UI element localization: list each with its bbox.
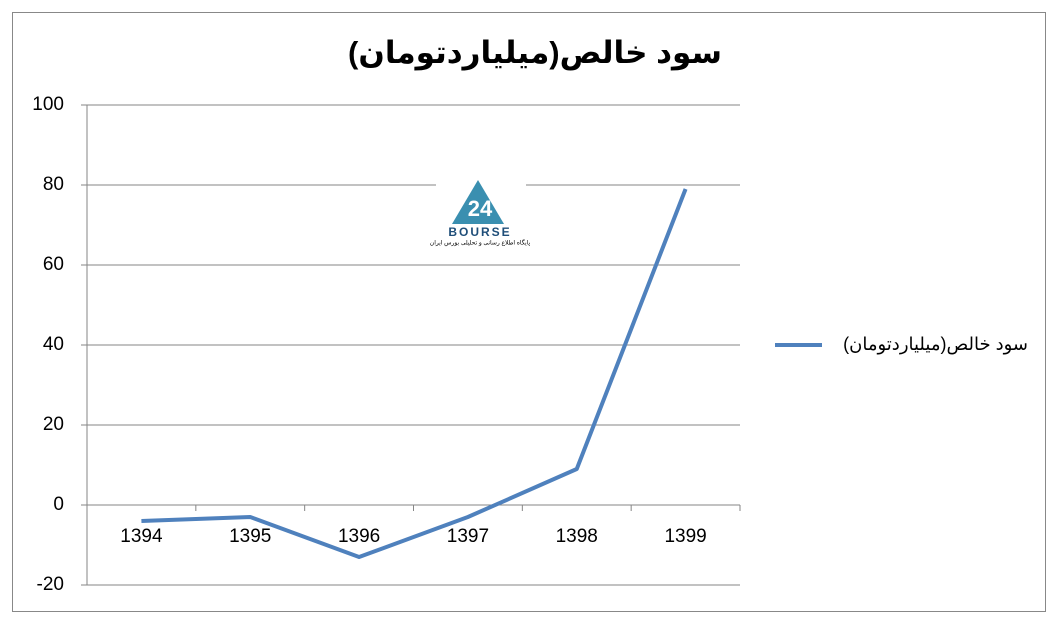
watermark-logo xyxy=(452,180,504,224)
y-tick-label: 40 xyxy=(43,334,64,355)
x-tick-label: 1396 xyxy=(338,526,380,547)
chart-title: سود خالص(میلیاردتومان) xyxy=(348,35,722,71)
x-tick-label: 1399 xyxy=(664,526,706,547)
y-tick-label: 80 xyxy=(43,174,64,195)
watermark: 24 BOURSE پایگاه اطلاع رسانی و تحلیلی بو… xyxy=(430,160,531,248)
chart-border xyxy=(12,12,1046,612)
y-tick-label: 20 xyxy=(43,414,64,435)
plot-area: -20 0 20 40 60 80 100 1394 1395 1396 1397 1398 1399 س… xyxy=(32,94,1028,595)
x-tick-label: 1398 xyxy=(556,526,598,547)
x-tick-label: 1395 xyxy=(229,526,271,547)
x-tick-label: 1394 xyxy=(120,526,163,547)
watermark-caption: پایگاه اطلاع رسانی و تحلیلی بورس ایران xyxy=(430,239,531,247)
y-tick-label: 100 xyxy=(32,94,64,115)
legend-label: سود خالص(میلیاردتومان) xyxy=(843,334,1028,355)
x-tick-label: 1397 xyxy=(447,526,489,547)
y-tick-label: -20 xyxy=(37,574,64,595)
watermark-text: BOURSE xyxy=(448,225,511,239)
y-tick-label: 0 xyxy=(53,494,64,515)
y-tick-label: 60 xyxy=(43,254,64,275)
watermark-number: 24 xyxy=(468,196,493,221)
data-line xyxy=(141,188,688,559)
